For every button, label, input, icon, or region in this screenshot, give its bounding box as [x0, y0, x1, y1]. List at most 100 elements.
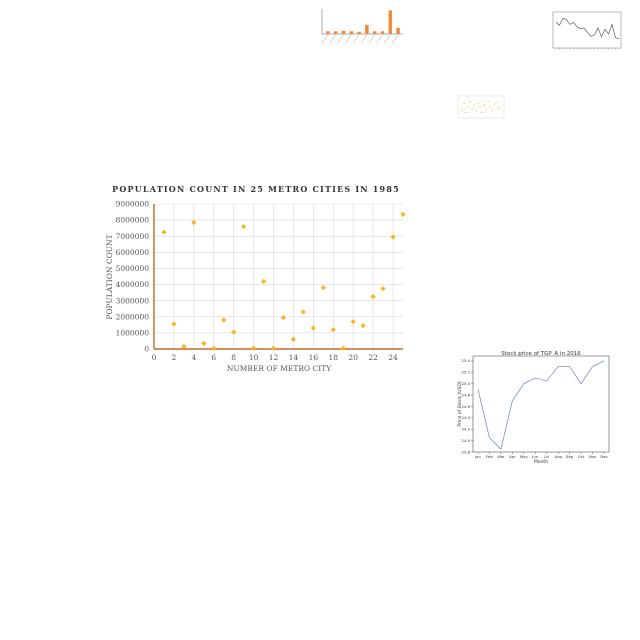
- scatter-point: [181, 343, 187, 350]
- top-bar-tick-label-mark: [337, 34, 344, 44]
- x-tick-label: 14: [289, 353, 299, 362]
- x-tick-label: 6: [211, 353, 216, 362]
- scatter-point: [350, 319, 356, 325]
- stock-y-tick-label: 24.6: [462, 404, 471, 409]
- top-bar-tick-label-mark: [384, 34, 391, 44]
- top-bar-chart: [310, 2, 406, 60]
- small-scatter-point: [467, 106, 469, 108]
- x-tick-label: 12: [269, 353, 279, 362]
- scatter-point: [270, 345, 277, 351]
- scatter-point: [280, 314, 287, 321]
- scatter-point: [380, 285, 386, 292]
- small-scatter-point: [461, 110, 463, 112]
- small-scatter-point: [475, 110, 477, 112]
- stock-x-tick-label: Apr: [509, 454, 516, 459]
- x-tick-label: 8: [231, 353, 236, 362]
- y-tick-label: 6000000: [116, 248, 150, 257]
- scatter-point: [390, 234, 396, 240]
- small-scatter-point: [471, 108, 473, 110]
- stock-y-tick-label: 25.0: [462, 381, 471, 386]
- stock-y-tick-label: 25.2: [462, 370, 471, 375]
- y-tick-label: 3000000: [116, 296, 150, 305]
- y-tick-label: 0: [144, 345, 149, 354]
- top-bar-tick-label-mark: [329, 34, 336, 44]
- top-bar-tick-label-mark: [376, 34, 383, 44]
- stock-price-series: [477, 360, 605, 450]
- small-scatter-point: [477, 102, 479, 104]
- top-right-line-frame: [552, 11, 622, 49]
- scatter-point: [300, 309, 306, 315]
- small-scatter-point: [473, 104, 475, 106]
- stock-chart-frame: [472, 355, 610, 453]
- population-scatter-chart: POPULATION COUNT IN 25 METRO CITIES IN 1…: [105, 184, 406, 373]
- y-tick-label: 5000000: [116, 264, 150, 273]
- small-scatter-point: [499, 106, 501, 108]
- main-gridlines: [153, 203, 403, 350]
- y-tick-label: 8000000: [116, 216, 150, 225]
- y-tick-label: 1000000: [116, 328, 150, 337]
- top-bar: [349, 31, 354, 34]
- scatter-point: [161, 229, 167, 235]
- x-tick-label: 18: [329, 353, 339, 362]
- stock-x-tick-label: Nov: [589, 454, 597, 459]
- x-axis-label: NUMBER OF METRO CITY: [227, 364, 332, 373]
- main-x-tick-labels: 0 2 4 6 8 10 12 14 16 18 20 22 24: [152, 353, 398, 362]
- top-bar-tick-label-mark: [352, 34, 360, 44]
- small-scatter-point: [495, 102, 497, 104]
- stock-y-axis-label: Price of Stock (USD): [457, 381, 463, 426]
- small-scatter-point: [493, 104, 495, 106]
- stock-x-tick-label: Jan: [474, 454, 481, 459]
- x-tick-label: 10: [249, 353, 259, 362]
- stock-y-tick-label: 24.8: [462, 392, 471, 397]
- top-right-line-series: [555, 17, 620, 40]
- chart-title: POPULATION COUNT IN 25 METRO CITIES IN 1…: [112, 184, 400, 194]
- stock-y-tick-label: 24.2: [462, 427, 471, 432]
- small-scatter-chart: [457, 95, 505, 119]
- stock-y-tick-label: 24.0: [462, 438, 471, 443]
- small-scatter-point: [483, 104, 485, 106]
- main-y-tick-labels: 0 1000000 2000000 3000000 4000000 5000000 6000…: [116, 200, 150, 354]
- top-bar: [380, 31, 385, 34]
- small-scatter-point: [487, 101, 489, 103]
- stock-x-tick-label: Aug: [554, 454, 562, 459]
- scatter-point: [260, 278, 267, 284]
- scatter-point: [211, 345, 217, 351]
- top-bar: [365, 24, 369, 34]
- stock-y-tick-label: 24.4: [462, 415, 471, 420]
- x-tick-label: 24: [388, 353, 398, 362]
- scatter-point: [320, 285, 326, 291]
- top-right-line-chart: [552, 11, 622, 50]
- x-tick-label: 22: [368, 353, 378, 362]
- top-bar: [396, 27, 400, 34]
- stock-x-tick-label: Oct: [578, 454, 585, 459]
- stock-y-tick-label: 23.8: [462, 449, 471, 454]
- stock-x-tick-label: Mar: [497, 454, 505, 459]
- x-tick-label: 20: [348, 353, 358, 362]
- top-bar-tick-label-mark: [391, 34, 399, 44]
- stock-x-tick-label: Jun: [531, 454, 539, 459]
- scatter-point: [370, 294, 376, 300]
- small-scatter-point: [497, 108, 499, 110]
- stock-x-axis-label: Month: [534, 459, 548, 465]
- scatter-point: [400, 211, 406, 218]
- small-scatter-point: [491, 110, 493, 112]
- scatter-point: [241, 223, 247, 230]
- top-bar: [333, 31, 338, 34]
- top-bar: [326, 31, 330, 34]
- y-tick-label: 2000000: [116, 312, 150, 321]
- small-scatter-point: [489, 106, 491, 108]
- small-scatter-point: [469, 101, 471, 103]
- scatter-point: [290, 336, 297, 342]
- top-bar: [388, 10, 393, 34]
- x-tick-label: 0: [152, 353, 157, 362]
- small-scatter-point: [465, 111, 467, 113]
- top-bar-tick-label-mark: [368, 34, 375, 44]
- stock-x-tick-label: Jul: [543, 454, 549, 459]
- top-bar: [341, 30, 346, 34]
- scatter-point: [171, 321, 177, 327]
- stock-x-tick-label: Dec: [600, 454, 607, 459]
- small-scatter-point: [481, 111, 483, 113]
- scatter-point: [251, 345, 257, 351]
- scatter-point: [221, 317, 227, 323]
